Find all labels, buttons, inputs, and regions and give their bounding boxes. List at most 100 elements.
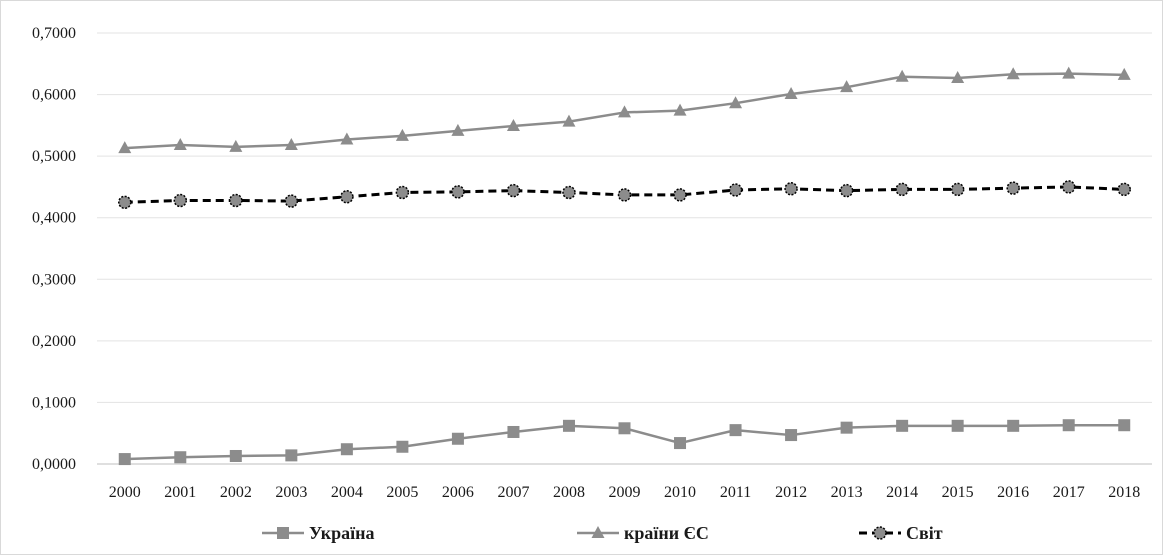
data-point <box>1007 419 1020 432</box>
data-point <box>1117 67 1131 80</box>
data-point <box>340 132 354 145</box>
legend-marker <box>591 526 605 538</box>
legend-label: Світ <box>906 523 943 543</box>
data-point <box>507 425 520 438</box>
data-point <box>562 114 576 127</box>
x-tick-label: 2012 <box>775 484 807 501</box>
x-tick-label: 2009 <box>609 484 641 501</box>
data-point <box>951 70 965 83</box>
data-point <box>229 139 243 152</box>
x-tick-label: 2008 <box>553 484 585 501</box>
legend-item: Україна <box>262 523 375 543</box>
x-tick-label: 2006 <box>442 484 474 501</box>
data-point <box>784 86 798 99</box>
series-1 <box>118 419 1131 466</box>
data-point <box>673 188 687 202</box>
data-point <box>728 183 743 197</box>
y-tick-label: 0,0000 <box>32 456 76 473</box>
legend-marker <box>277 527 289 539</box>
x-tick-label: 2002 <box>220 484 252 501</box>
data-point <box>451 123 465 136</box>
data-point <box>340 190 354 204</box>
x-tick-label: 2001 <box>164 484 196 501</box>
legend-item: країни ЄС <box>577 523 709 543</box>
x-tick-label: 2016 <box>997 484 1029 501</box>
data-point <box>896 419 909 432</box>
x-axis-ticks: 2000 2001 2002 2003 2004 2005 2006 2007 2008 2009… <box>109 484 1140 501</box>
y-tick-label: 0,7000 <box>32 25 76 42</box>
data-point <box>729 96 743 109</box>
x-tick-label: 2003 <box>275 484 307 501</box>
x-tick-label: 2017 <box>1053 484 1085 501</box>
data-point <box>118 195 132 210</box>
data-point <box>506 118 520 131</box>
data-point <box>839 183 854 198</box>
data-point <box>1062 419 1075 432</box>
data-point <box>1117 182 1131 197</box>
legend-item: Світ <box>859 523 943 543</box>
data-point <box>118 453 131 466</box>
x-tick-label: 2013 <box>831 484 863 501</box>
data-point <box>895 69 909 82</box>
data-point <box>617 188 632 202</box>
data-point <box>1061 180 1076 194</box>
data-point <box>950 182 965 197</box>
data-point <box>173 193 188 208</box>
data-point <box>562 419 575 432</box>
data-point <box>840 80 854 93</box>
data-point <box>674 437 687 450</box>
data-point <box>618 422 631 435</box>
data-point <box>1062 66 1076 79</box>
data-point <box>673 103 687 116</box>
series-group <box>118 66 1131 466</box>
data-point <box>895 182 909 197</box>
data-point <box>840 421 853 434</box>
data-point <box>285 449 298 462</box>
data-point <box>618 105 631 118</box>
data-point <box>506 183 521 198</box>
data-point <box>396 440 409 453</box>
data-point <box>395 128 409 141</box>
gridlines <box>97 32 1152 465</box>
data-point <box>951 419 964 432</box>
x-tick-label: 2005 <box>386 484 418 501</box>
x-tick-label: 2018 <box>1108 484 1140 501</box>
x-tick-label: 2004 <box>331 484 363 501</box>
data-point <box>118 141 132 154</box>
y-tick-label: 0,3000 <box>32 271 76 288</box>
legend: Україна країни ЄС Світ <box>262 523 943 543</box>
data-point <box>1118 419 1131 432</box>
data-point <box>451 432 464 445</box>
x-tick-label: 2000 <box>109 484 141 501</box>
y-tick-label: 0,5000 <box>32 148 76 165</box>
data-point <box>562 185 576 200</box>
data-point <box>284 194 299 208</box>
legend-marker <box>873 526 887 540</box>
y-tick-label: 0,4000 <box>32 210 76 227</box>
data-point <box>173 138 187 151</box>
data-point <box>451 185 465 199</box>
data-point <box>1006 67 1020 80</box>
data-point <box>174 451 187 464</box>
y-tick-label: 0,6000 <box>32 87 76 104</box>
data-point <box>284 138 298 151</box>
data-point <box>229 193 243 208</box>
legend-label: Україна <box>309 523 375 543</box>
series-2 <box>118 66 1131 154</box>
x-tick-label: 2015 <box>942 484 974 501</box>
x-tick-label: 2014 <box>886 484 918 501</box>
y-tick-label: 0,1000 <box>32 394 76 411</box>
x-tick-label: 2007 <box>497 484 529 501</box>
data-point <box>729 424 742 437</box>
data-point <box>1006 181 1020 195</box>
data-point <box>784 182 798 196</box>
x-tick-label: 2010 <box>664 484 696 501</box>
y-tick-label: 0,2000 <box>32 333 76 350</box>
x-tick-label: 2011 <box>720 484 751 501</box>
data-point <box>395 185 410 200</box>
data-point <box>229 449 242 462</box>
data-point <box>785 429 798 442</box>
